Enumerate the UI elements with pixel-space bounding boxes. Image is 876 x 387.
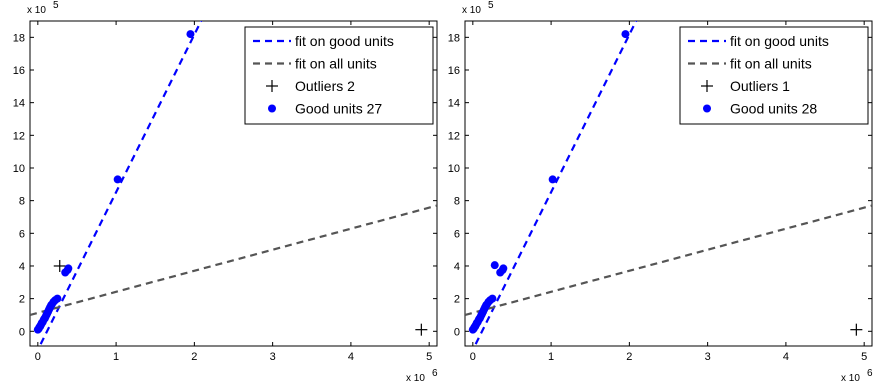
legend: fit on good units fit on all units Outlier… xyxy=(679,26,869,125)
legend-label: fit on all units xyxy=(730,56,812,72)
y-tick-label: 6 xyxy=(454,228,460,240)
y-tick-label: 14 xyxy=(13,98,25,110)
good-unit-point xyxy=(186,30,195,39)
y-tick-label: 10 xyxy=(13,163,25,175)
x-tick-label: 1 xyxy=(548,351,554,363)
legend-item: Outliers 2 xyxy=(266,78,355,94)
outlier-point xyxy=(850,323,863,336)
y-tick-label: 14 xyxy=(448,98,460,110)
legend-box xyxy=(244,26,434,125)
series-line-1 xyxy=(30,204,437,317)
y-multiplier-exponent: 5 xyxy=(53,0,59,11)
good-unit-point xyxy=(621,30,630,39)
x-tick-label: 5 xyxy=(861,351,867,363)
y-tick-label: 10 xyxy=(448,163,460,175)
legend: fit on good units fit on all units Outlier… xyxy=(244,26,434,125)
y-tick-label: 4 xyxy=(19,261,25,273)
x-tick-label: 0 xyxy=(470,351,476,363)
legend-item: Good units 28 xyxy=(703,101,817,117)
x-multiplier-label: x 10 xyxy=(406,373,425,384)
legend-label: fit on good units xyxy=(730,33,829,49)
y-multiplier-exponent: 5 xyxy=(488,0,494,11)
y-tick-label: 2 xyxy=(454,294,460,306)
axes-box xyxy=(464,20,873,347)
x-multiplier-exponent: 6 xyxy=(867,368,873,379)
legend-box xyxy=(679,26,869,125)
x-multiplier-exponent: 6 xyxy=(432,368,438,379)
x-tick-label: 2 xyxy=(626,351,632,363)
y-tick-label: 4 xyxy=(454,261,460,273)
y-tick-label: 16 xyxy=(448,65,460,77)
legend-label: fit on good units xyxy=(295,33,394,49)
x-multiplier-label: x 10 xyxy=(841,373,860,384)
outlier-point xyxy=(53,259,66,272)
x-tick-label: 2 xyxy=(191,351,197,363)
y-tick-label: 8 xyxy=(19,196,25,208)
x-tick-label: 0 xyxy=(35,351,41,363)
outlier-point xyxy=(415,323,428,336)
y-tick-label: 18 xyxy=(13,32,25,44)
series-line-0 xyxy=(473,21,638,346)
x-tick-label: 4 xyxy=(783,351,789,363)
plot-area xyxy=(30,21,437,346)
good-unit-point xyxy=(113,175,122,184)
x-tick-label: 5 xyxy=(426,351,432,363)
y-tick-label: 0 xyxy=(454,326,460,338)
y-multiplier-label: x 10 xyxy=(462,5,481,16)
good-unit-point xyxy=(488,294,497,303)
y-tick-label: 6 xyxy=(19,228,25,240)
legend-item: fit on good units xyxy=(253,33,394,49)
legend-label: Good units 28 xyxy=(730,101,817,117)
y-tick-label: 2 xyxy=(19,294,25,306)
legend-item: Good units 27 xyxy=(268,101,382,117)
legend-swatch xyxy=(268,104,276,113)
legend-item: fit on all units xyxy=(688,56,812,72)
series-line-1 xyxy=(465,204,872,317)
axes-box xyxy=(29,20,438,347)
good-unit-point xyxy=(64,264,73,273)
legend-label: Outliers 2 xyxy=(295,78,355,94)
y-tick-label: 18 xyxy=(448,32,460,44)
legend-item: fit on all units xyxy=(253,56,377,72)
good-unit-point xyxy=(490,261,499,270)
x-tick-label: 3 xyxy=(705,351,711,363)
legend-item: fit on good units xyxy=(688,33,829,49)
y-multiplier-label: x 10 xyxy=(27,5,46,16)
legend-swatch xyxy=(703,104,711,113)
legend-label: Good units 27 xyxy=(295,101,382,117)
x-tick-label: 3 xyxy=(270,351,276,363)
y-tick-label: 0 xyxy=(19,326,25,338)
y-tick-label: 8 xyxy=(454,196,460,208)
legend-item: Outliers 1 xyxy=(701,78,790,94)
good-unit-point xyxy=(548,175,557,184)
x-tick-label: 1 xyxy=(113,351,119,363)
y-tick-label: 16 xyxy=(13,65,25,77)
x-tick-label: 4 xyxy=(348,351,354,363)
series-line-0 xyxy=(38,21,203,346)
y-tick-label: 12 xyxy=(448,130,460,142)
good-unit-point xyxy=(499,264,508,273)
legend-label: Outliers 1 xyxy=(730,78,790,94)
legend-label: fit on all units xyxy=(295,56,377,72)
good-unit-point xyxy=(53,294,62,303)
plot-area xyxy=(465,21,872,346)
y-tick-label: 12 xyxy=(13,130,25,142)
